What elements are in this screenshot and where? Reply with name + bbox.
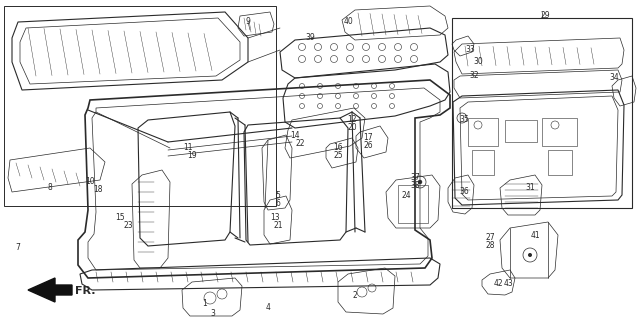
Bar xyxy=(472,150,494,175)
Text: 4: 4 xyxy=(266,303,271,313)
Polygon shape xyxy=(28,278,72,302)
Circle shape xyxy=(528,253,532,257)
Text: 14: 14 xyxy=(290,131,300,140)
Text: 34: 34 xyxy=(609,74,619,83)
Text: 32: 32 xyxy=(469,71,479,81)
Text: FR.: FR. xyxy=(75,286,95,296)
Text: 21: 21 xyxy=(273,221,283,230)
Text: 22: 22 xyxy=(295,139,305,148)
Text: 7: 7 xyxy=(15,244,20,252)
Text: 18: 18 xyxy=(93,186,103,195)
Text: 15: 15 xyxy=(115,213,125,222)
Text: 3: 3 xyxy=(211,308,216,317)
Text: 11: 11 xyxy=(183,143,193,153)
Bar xyxy=(505,120,537,142)
Bar xyxy=(468,118,498,146)
Text: 29: 29 xyxy=(540,12,550,20)
Text: 9: 9 xyxy=(246,18,250,27)
Text: 41: 41 xyxy=(530,231,540,241)
Text: 37: 37 xyxy=(410,173,420,182)
Circle shape xyxy=(418,180,422,184)
Text: 26: 26 xyxy=(363,141,373,150)
Text: 19: 19 xyxy=(187,151,197,161)
Text: 2: 2 xyxy=(353,292,357,300)
Bar xyxy=(542,118,577,146)
Text: 36: 36 xyxy=(459,188,469,196)
Text: 20: 20 xyxy=(347,124,357,132)
Text: 10: 10 xyxy=(85,178,95,187)
Text: 39: 39 xyxy=(305,34,315,43)
Text: 1: 1 xyxy=(203,300,207,308)
Bar xyxy=(4,6,276,206)
Text: 38: 38 xyxy=(410,181,420,190)
Text: 16: 16 xyxy=(333,143,343,153)
Bar xyxy=(398,185,428,223)
Text: 42: 42 xyxy=(493,279,503,289)
Text: 43: 43 xyxy=(503,279,513,289)
Text: 8: 8 xyxy=(47,183,52,193)
Text: 31: 31 xyxy=(525,183,535,193)
Text: 40: 40 xyxy=(343,18,353,27)
Text: 30: 30 xyxy=(473,58,483,67)
Text: 12: 12 xyxy=(348,116,356,124)
Text: 17: 17 xyxy=(363,133,373,142)
Bar xyxy=(548,150,572,175)
Text: 27: 27 xyxy=(485,234,495,243)
Text: 23: 23 xyxy=(123,221,133,230)
Text: 13: 13 xyxy=(270,213,280,222)
Text: 24: 24 xyxy=(401,191,411,201)
Text: 28: 28 xyxy=(485,242,495,251)
Text: 5: 5 xyxy=(276,190,280,199)
Text: 33: 33 xyxy=(465,45,475,54)
Text: 25: 25 xyxy=(333,151,343,161)
Text: 35: 35 xyxy=(459,116,469,124)
Text: 6: 6 xyxy=(276,198,280,207)
Bar xyxy=(452,18,632,208)
